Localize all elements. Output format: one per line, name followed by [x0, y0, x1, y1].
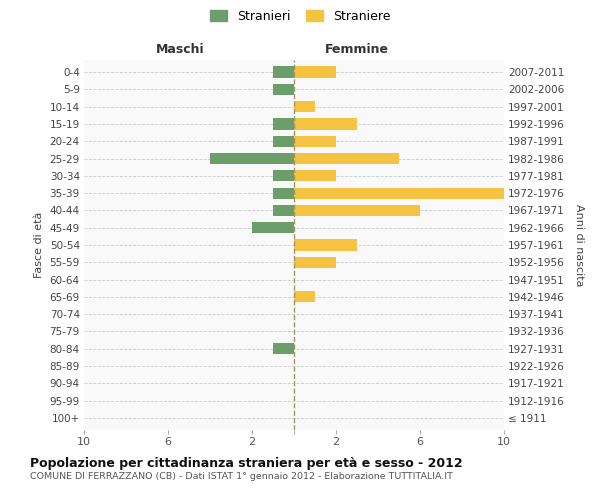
Bar [273, 118, 294, 130]
Bar [294, 291, 315, 302]
Y-axis label: Fasce di età: Fasce di età [34, 212, 44, 278]
Bar [294, 188, 504, 198]
Text: Popolazione per cittadinanza straniera per età e sesso - 2012: Popolazione per cittadinanza straniera p… [30, 458, 463, 470]
Bar [294, 136, 336, 147]
Bar [294, 205, 420, 216]
Text: COMUNE DI FERRAZZANO (CB) - Dati ISTAT 1° gennaio 2012 - Elaborazione TUTTITALIA: COMUNE DI FERRAZZANO (CB) - Dati ISTAT 1… [30, 472, 453, 481]
Bar [252, 222, 294, 234]
Legend: Stranieri, Straniere: Stranieri, Straniere [206, 6, 394, 26]
Bar [273, 84, 294, 95]
Bar [294, 66, 336, 78]
Bar [273, 136, 294, 147]
Text: Maschi: Maschi [156, 44, 205, 57]
Bar [294, 153, 399, 164]
Bar [294, 240, 357, 250]
Bar [273, 170, 294, 181]
Bar [273, 205, 294, 216]
Bar [273, 343, 294, 354]
Bar [294, 118, 357, 130]
Text: Femmine: Femmine [325, 44, 389, 57]
Bar [294, 256, 336, 268]
Bar [273, 66, 294, 78]
Bar [294, 101, 315, 112]
Y-axis label: Anni di nascita: Anni di nascita [574, 204, 584, 286]
Bar [273, 188, 294, 198]
Bar [294, 170, 336, 181]
Bar [210, 153, 294, 164]
